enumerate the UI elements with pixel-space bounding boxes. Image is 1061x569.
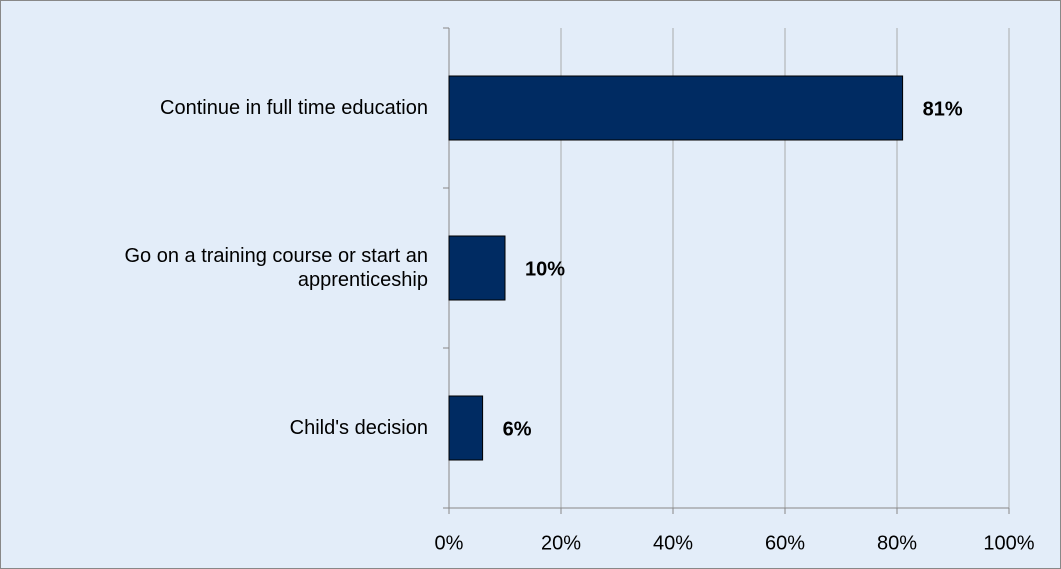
x-tick-label: 80% — [877, 532, 917, 554]
data-label: 10% — [525, 258, 565, 280]
bar — [448, 235, 506, 301]
bar — [448, 75, 904, 141]
y-tick-label: Child's decision — [289, 417, 428, 439]
data-label: 81% — [923, 98, 963, 120]
x-tick-label: 20% — [541, 532, 581, 554]
x-tick-label: 60% — [765, 532, 805, 554]
data-label: 6% — [503, 418, 532, 440]
bar — [448, 395, 484, 461]
x-tick-label: 0% — [435, 532, 464, 554]
x-tick-label: 40% — [653, 532, 693, 554]
y-tick-label: Continue in full time education — [160, 97, 428, 119]
x-tick-label: 100% — [983, 532, 1034, 554]
y-tick-label: Go on a training course or start an appr… — [124, 245, 429, 291]
